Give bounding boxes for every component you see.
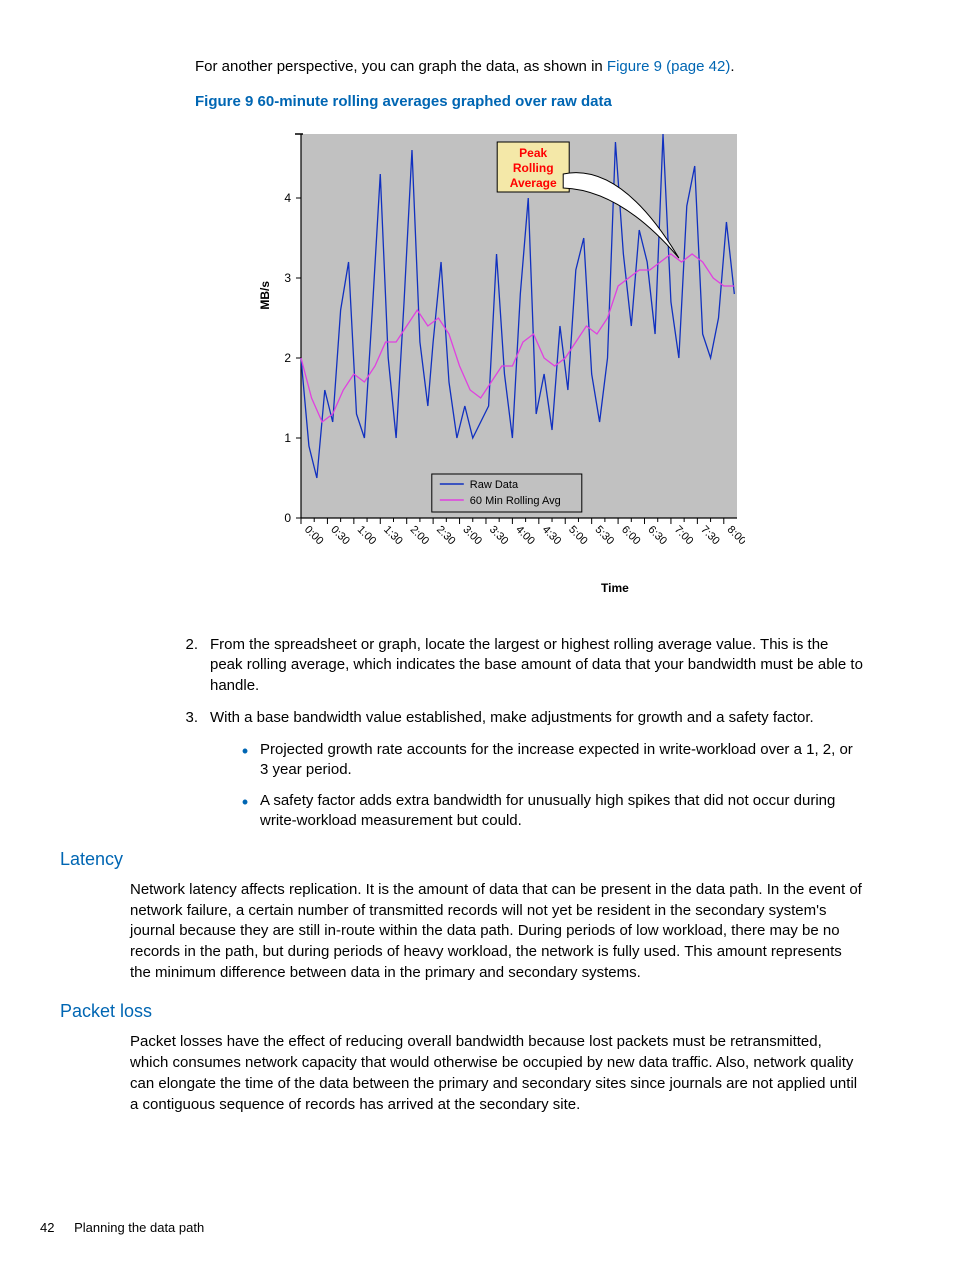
bullet-text-2: A safety factor adds extra bandwidth for… xyxy=(260,791,894,832)
svg-text:4:00: 4:00 xyxy=(513,524,537,548)
list-text-2: From the spreadsheet or graph, locate th… xyxy=(210,635,894,696)
svg-text:8:00: 8:00 xyxy=(725,524,745,548)
svg-text:1:30: 1:30 xyxy=(381,524,405,548)
intro-text-before: For another perspective, you can graph t… xyxy=(195,58,607,75)
svg-text:5:30: 5:30 xyxy=(593,524,617,548)
svg-text:3:30: 3:30 xyxy=(487,524,511,548)
svg-text:0:30: 0:30 xyxy=(328,524,352,548)
list-number-3: 3. xyxy=(180,708,210,728)
bullet-text-1: Projected growth rate accounts for the i… xyxy=(260,740,894,781)
bullet-item-1: • Projected growth rate accounts for the… xyxy=(230,740,894,781)
svg-text:Average: Average xyxy=(510,176,557,190)
svg-text:3:00: 3:00 xyxy=(460,524,484,548)
bullet-item-2: • A safety factor adds extra bandwidth f… xyxy=(230,791,894,832)
svg-text:2: 2 xyxy=(284,351,291,365)
intro-text-after: . xyxy=(730,58,734,75)
svg-text:4:30: 4:30 xyxy=(540,524,564,548)
svg-text:0: 0 xyxy=(284,511,291,525)
bullet-icon: • xyxy=(230,791,260,832)
latency-paragraph: Network latency affects replication. It … xyxy=(130,880,894,983)
svg-text:1: 1 xyxy=(284,431,291,445)
packet-loss-heading: Packet loss xyxy=(60,1001,894,1022)
svg-text:MB/s: MB/s xyxy=(258,281,272,310)
list-number-2: 2. xyxy=(180,635,210,696)
svg-text:4: 4 xyxy=(284,191,291,205)
intro-paragraph: For another perspective, you can graph t… xyxy=(195,58,894,75)
page-number: 42 xyxy=(40,1220,54,1235)
svg-text:Time: Time xyxy=(601,581,629,595)
svg-text:5:00: 5:00 xyxy=(566,524,590,548)
ordered-list-item-2: 2. From the spreadsheet or graph, locate… xyxy=(180,635,894,696)
ordered-list-item-3: 3. With a base bandwidth value establish… xyxy=(180,708,894,728)
bullet-icon: • xyxy=(230,740,260,781)
svg-text:7:30: 7:30 xyxy=(698,524,722,548)
svg-text:6:00: 6:00 xyxy=(619,524,643,548)
chart-container: 0 1 2 3 4 MB/s 0:000:301:001:302:002:303:003:3… xyxy=(255,124,894,609)
svg-text:0:00: 0:00 xyxy=(302,524,326,548)
svg-text:Peak: Peak xyxy=(519,146,547,160)
svg-text:7:00: 7:00 xyxy=(672,524,696,548)
chapter-name: Planning the data path xyxy=(74,1220,204,1235)
svg-text:60 Min Rolling Avg: 60 Min Rolling Avg xyxy=(470,495,561,507)
svg-text:Rolling: Rolling xyxy=(513,161,554,175)
list-text-3: With a base bandwidth value established,… xyxy=(210,708,894,728)
chart-svg: 0 1 2 3 4 MB/s 0:000:301:001:302:002:303:003:3… xyxy=(255,124,745,604)
svg-text:Raw Data: Raw Data xyxy=(470,479,519,491)
latency-heading: Latency xyxy=(60,849,894,870)
page-footer: 42 Planning the data path xyxy=(40,1220,204,1235)
svg-text:2:30: 2:30 xyxy=(434,524,458,548)
svg-text:6:30: 6:30 xyxy=(645,524,669,548)
packet-loss-paragraph: Packet losses have the effect of reducin… xyxy=(130,1032,894,1115)
figure-caption: Figure 9 60-minute rolling averages grap… xyxy=(195,93,894,110)
svg-text:1:00: 1:00 xyxy=(355,524,379,548)
figure-link[interactable]: Figure 9 (page 42) xyxy=(607,58,730,75)
svg-text:2:00: 2:00 xyxy=(408,524,432,548)
svg-text:3: 3 xyxy=(284,271,291,285)
